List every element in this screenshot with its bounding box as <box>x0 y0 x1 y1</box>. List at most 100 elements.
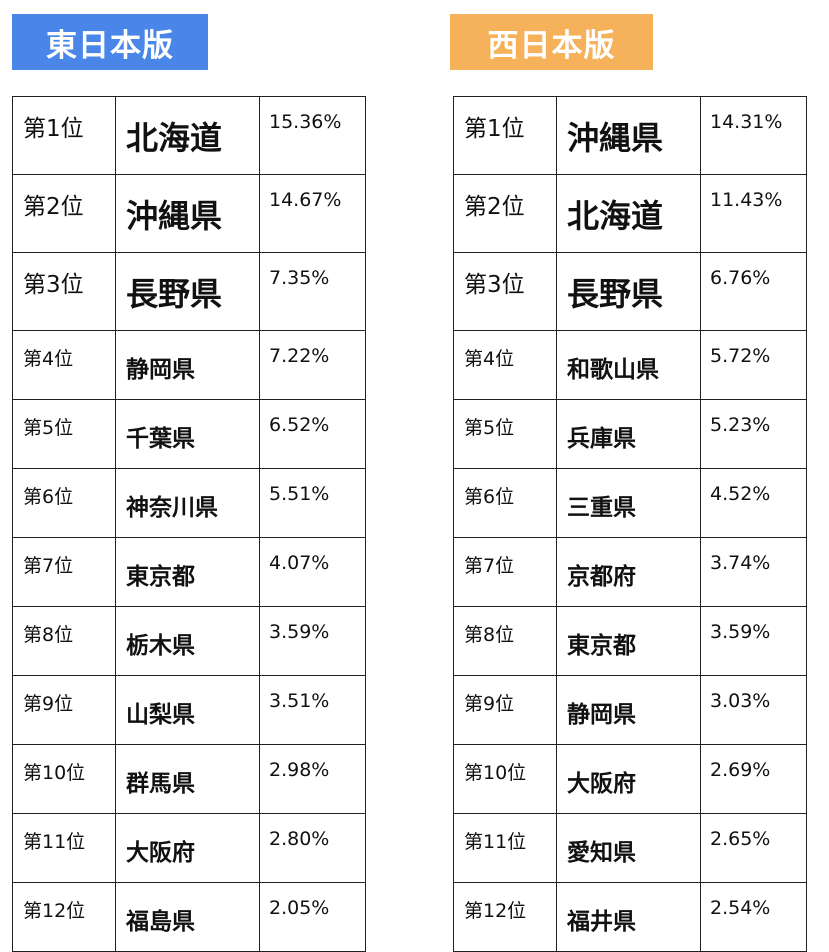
east-ranking-rows: 第1位 北海道 15.36% 第2位 沖縄県 14.67% 第3位 長野県 7.35% 第4位 静岡… <box>12 96 366 952</box>
rank-cell: 第11位 <box>12 813 116 883</box>
rank-cell: 第11位 <box>453 813 557 883</box>
prefecture-cell: 愛知県 <box>556 813 701 883</box>
table-row: 第11位 大阪府 2.80% <box>12 813 366 883</box>
table-row: 第9位 山梨県 3.51% <box>12 675 366 745</box>
east-title-badge: 東日本版 <box>12 14 208 70</box>
percentage-cell: 2.65% <box>700 813 807 883</box>
prefecture-cell: 東京都 <box>556 606 701 676</box>
rank-cell: 第6位 <box>12 468 116 538</box>
rank-cell: 第6位 <box>453 468 557 538</box>
percentage-cell: 7.22% <box>259 330 366 400</box>
prefecture-cell: 大阪府 <box>556 744 701 814</box>
table-row: 第8位 栃木県 3.59% <box>12 606 366 676</box>
rank-cell: 第12位 <box>12 882 116 952</box>
rank-cell: 第9位 <box>12 675 116 745</box>
prefecture-cell: 山梨県 <box>115 675 260 745</box>
rank-cell: 第10位 <box>453 744 557 814</box>
percentage-cell: 3.51% <box>259 675 366 745</box>
prefecture-cell: 静岡県 <box>115 330 260 400</box>
table-row: 第2位 沖縄県 14.67% <box>12 174 366 253</box>
table-row: 第1位 北海道 15.36% <box>12 96 366 175</box>
percentage-cell: 4.07% <box>259 537 366 607</box>
percentage-cell: 3.03% <box>700 675 807 745</box>
percentage-cell: 6.76% <box>700 252 807 331</box>
percentage-cell: 2.05% <box>259 882 366 952</box>
west-ranking-table: 第1位 沖縄県 14.31% 第2位 北海道 11.43% 第3位 長野県 6.76% 第4位 和歌… <box>453 96 807 952</box>
prefecture-cell: 大阪府 <box>115 813 260 883</box>
prefecture-cell: 長野県 <box>115 252 260 331</box>
percentage-cell: 5.23% <box>700 399 807 469</box>
percentage-cell: 14.67% <box>259 174 366 253</box>
table-row: 第3位 長野県 6.76% <box>453 252 807 331</box>
rank-cell: 第7位 <box>12 537 116 607</box>
prefecture-cell: 北海道 <box>556 174 701 253</box>
table-row: 第3位 長野県 7.35% <box>12 252 366 331</box>
percentage-cell: 5.72% <box>700 330 807 400</box>
table-row: 第12位 福島県 2.05% <box>12 882 366 952</box>
prefecture-cell: 東京都 <box>115 537 260 607</box>
rank-cell: 第8位 <box>12 606 116 676</box>
rank-cell: 第3位 <box>453 252 557 331</box>
table-row: 第6位 神奈川県 5.51% <box>12 468 366 538</box>
prefecture-cell: 沖縄県 <box>115 174 260 253</box>
rank-cell: 第12位 <box>453 882 557 952</box>
rank-cell: 第4位 <box>12 330 116 400</box>
rank-cell: 第5位 <box>453 399 557 469</box>
prefecture-cell: 静岡県 <box>556 675 701 745</box>
prefecture-cell: 福井県 <box>556 882 701 952</box>
west-ranking-rows: 第1位 沖縄県 14.31% 第2位 北海道 11.43% 第3位 長野県 6.76% 第4位 和歌… <box>453 96 807 952</box>
table-row: 第11位 愛知県 2.65% <box>453 813 807 883</box>
percentage-cell: 3.74% <box>700 537 807 607</box>
table-row: 第12位 福井県 2.54% <box>453 882 807 952</box>
percentage-cell: 7.35% <box>259 252 366 331</box>
rank-cell: 第1位 <box>453 96 557 175</box>
rank-cell: 第1位 <box>12 96 116 175</box>
percentage-cell: 3.59% <box>259 606 366 676</box>
prefecture-cell: 沖縄県 <box>556 96 701 175</box>
table-row: 第1位 沖縄県 14.31% <box>453 96 807 175</box>
east-ranking-table: 第1位 北海道 15.36% 第2位 沖縄県 14.67% 第3位 長野県 7.35% 第4位 静岡… <box>12 96 366 952</box>
table-row: 第2位 北海道 11.43% <box>453 174 807 253</box>
percentage-cell: 2.80% <box>259 813 366 883</box>
percentage-cell: 3.59% <box>700 606 807 676</box>
prefecture-cell: 兵庫県 <box>556 399 701 469</box>
prefecture-cell: 千葉県 <box>115 399 260 469</box>
prefecture-cell: 北海道 <box>115 96 260 175</box>
rank-cell: 第3位 <box>12 252 116 331</box>
table-row: 第4位 和歌山県 5.72% <box>453 330 807 400</box>
rank-cell: 第5位 <box>12 399 116 469</box>
table-row: 第6位 三重県 4.52% <box>453 468 807 538</box>
percentage-cell: 2.98% <box>259 744 366 814</box>
percentage-cell: 2.69% <box>700 744 807 814</box>
table-row: 第5位 兵庫県 5.23% <box>453 399 807 469</box>
percentage-cell: 2.54% <box>700 882 807 952</box>
percentage-cell: 11.43% <box>700 174 807 253</box>
rank-cell: 第4位 <box>453 330 557 400</box>
prefecture-cell: 和歌山県 <box>556 330 701 400</box>
rank-cell: 第2位 <box>12 174 116 253</box>
prefecture-cell: 栃木県 <box>115 606 260 676</box>
prefecture-cell: 福島県 <box>115 882 260 952</box>
table-row: 第7位 東京都 4.07% <box>12 537 366 607</box>
percentage-cell: 6.52% <box>259 399 366 469</box>
table-row: 第9位 静岡県 3.03% <box>453 675 807 745</box>
prefecture-cell: 群馬県 <box>115 744 260 814</box>
table-row: 第10位 群馬県 2.98% <box>12 744 366 814</box>
table-row: 第10位 大阪府 2.69% <box>453 744 807 814</box>
rank-cell: 第2位 <box>453 174 557 253</box>
table-row: 第4位 静岡県 7.22% <box>12 330 366 400</box>
prefecture-cell: 京都府 <box>556 537 701 607</box>
percentage-cell: 5.51% <box>259 468 366 538</box>
percentage-cell: 4.52% <box>700 468 807 538</box>
prefecture-cell: 神奈川県 <box>115 468 260 538</box>
table-row: 第7位 京都府 3.74% <box>453 537 807 607</box>
table-row: 第5位 千葉県 6.52% <box>12 399 366 469</box>
table-row: 第8位 東京都 3.59% <box>453 606 807 676</box>
percentage-cell: 14.31% <box>700 96 807 175</box>
west-title-badge: 西日本版 <box>450 14 653 70</box>
rank-cell: 第10位 <box>12 744 116 814</box>
prefecture-cell: 三重県 <box>556 468 701 538</box>
rank-cell: 第9位 <box>453 675 557 745</box>
rank-cell: 第7位 <box>453 537 557 607</box>
prefecture-cell: 長野県 <box>556 252 701 331</box>
